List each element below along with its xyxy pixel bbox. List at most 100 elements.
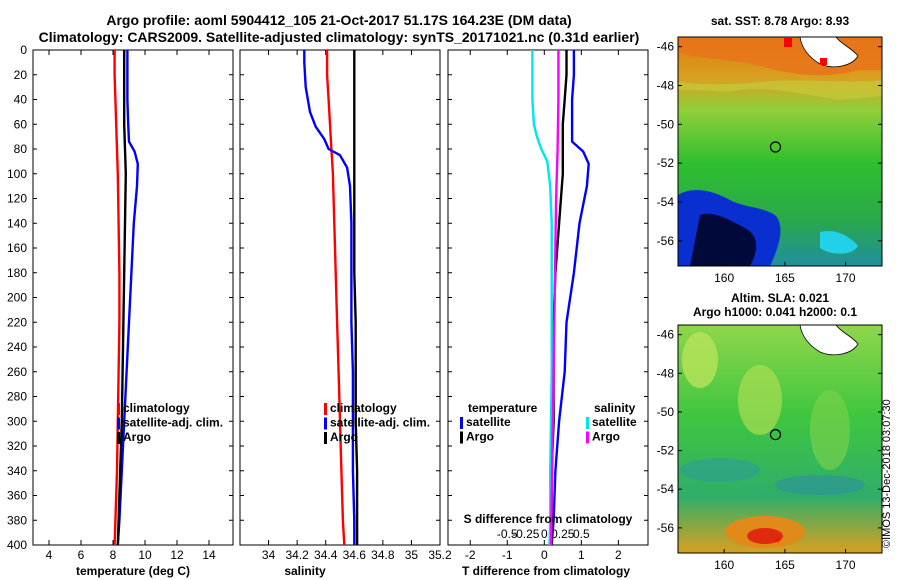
legend-swatch	[324, 403, 327, 415]
x-tick-label: 12	[170, 548, 184, 562]
sla-map-title: Altim. SLA: 0.021	[731, 291, 829, 305]
sla-hot-core	[747, 528, 783, 544]
series-line-satellite-adj-clim-	[303, 50, 356, 545]
sla-map-x-ticks: 160 165 170	[714, 549, 856, 572]
main-title-line-1: Argo profile: aoml 5904412_105 21-Oct-20…	[106, 12, 572, 28]
difference-series	[531, 50, 590, 546]
depth-tick-label: 160	[7, 241, 27, 255]
x-tick-label: 1	[578, 548, 585, 562]
sst-map-x-ticks: 160 165 170	[714, 262, 856, 285]
depth-tick-label: 240	[7, 340, 27, 354]
float-position-marker	[769, 141, 782, 153]
series-line-salinity-satellite	[531, 50, 553, 546]
x-tick-label: 34.6	[343, 548, 367, 562]
salinity-x-label: salinity	[284, 564, 326, 578]
sst-coldest-region	[690, 213, 757, 266]
difference-x-label: T difference from climatology	[462, 564, 630, 578]
sla-low-1	[680, 458, 760, 482]
float-position-marker	[769, 429, 782, 441]
map-x-tick-label: 160	[714, 271, 734, 285]
sla-field	[678, 325, 882, 553]
map-y-tick-label: -50	[657, 117, 675, 131]
map-x-tick-label: 170	[836, 558, 856, 572]
series-line-satellite-adj-clim-	[116, 50, 139, 546]
salinity-panel: 34 34.2 34.4 34.6 34.8 35 35.2 climatologysate…	[239, 49, 452, 578]
depth-tick-label: 200	[7, 291, 27, 305]
map-x-tick-label: 165	[775, 271, 795, 285]
depth-tick-label: 340	[7, 464, 27, 478]
legend-swatch	[460, 431, 463, 444]
timestamp: ©IMOS 13-Dec-2018 03:07:30	[881, 399, 893, 548]
x-tick-label: 34	[262, 548, 276, 562]
legend-swatch	[117, 417, 120, 430]
x-tick-label: 0	[541, 548, 548, 562]
series-line-temperature-satellite	[550, 50, 590, 546]
x-tick-label: -2	[465, 548, 476, 562]
map-y-tick-label: -46	[657, 328, 675, 342]
legend-label: Argo	[592, 430, 620, 444]
sla-map-subtitle: Argo h1000: 0.041 h2000: 0.1	[693, 305, 857, 319]
sla-low-2	[775, 475, 865, 495]
depth-tick-label: 220	[7, 315, 27, 329]
legend-heading-temperature: temperature	[468, 401, 538, 415]
map-x-tick-label: 170	[836, 271, 856, 285]
legend-label: satellite-adj. clim.	[330, 416, 430, 430]
x-tick-label: 10	[138, 548, 152, 562]
depth-tick-label: 280	[7, 390, 27, 404]
map-y-tick-label: -48	[657, 79, 675, 93]
series-line-argo	[353, 50, 359, 545]
sst-red-marker-2	[820, 58, 827, 65]
legend-label: climatology	[123, 401, 190, 415]
legend-swatch	[586, 431, 589, 444]
depth-tick-label: 380	[7, 513, 27, 527]
legend-swatch	[117, 403, 120, 415]
difference-s-ticks: -0.5-0.25 0 0.250.5	[497, 527, 590, 541]
sst-front	[678, 80, 882, 100]
depth-tick-label: 360	[7, 489, 27, 503]
series-line-climatology	[113, 50, 121, 546]
sst-map-frame	[677, 36, 883, 267]
sla-high-3	[810, 390, 850, 470]
depth-tick-label: 400	[7, 538, 27, 552]
series-line-salinity-argo	[549, 50, 560, 546]
sst-map-y-ticks: -46 -48 -50 -52 -54 -56	[657, 40, 882, 248]
salinity-plot-frame	[239, 49, 441, 546]
map-y-tick-label: -52	[657, 156, 675, 170]
sla-map-y-ticks: -46 -48 -50 -52 -54 -56	[657, 328, 882, 535]
temperature-x-ticks: 4 6 8 10 12 14	[33, 49, 233, 562]
sst-map: sat. SST: 8.78 Argo: 8.93 160 165 170 -46-…	[657, 14, 883, 285]
depth-tick-label: 0	[20, 43, 27, 57]
depth-tick-label: 180	[7, 266, 27, 280]
sst-map-title: sat. SST: 8.78 Argo: 8.93	[711, 14, 850, 28]
legend-swatch	[117, 432, 120, 444]
depth-tick-label: 300	[7, 414, 27, 428]
s-difference-label: S difference from climatology	[464, 512, 633, 526]
x-tick-label: 4	[46, 548, 53, 562]
legend-label: Argo	[466, 430, 494, 444]
x-tick-label: 14	[202, 548, 216, 562]
map-y-tick-label: -54	[657, 195, 675, 209]
s-tick-label: -0.25	[512, 527, 540, 541]
map-y-tick-label: -54	[657, 482, 675, 496]
depth-tick-label: 120	[7, 192, 27, 206]
legend-label: satellite-adj. clim.	[123, 416, 223, 430]
x-tick-label: 35	[405, 548, 419, 562]
depth-tick-label: 40	[14, 93, 28, 107]
map-y-tick-label: -48	[657, 366, 675, 380]
s-tick-label: -0.5	[497, 527, 518, 541]
depth-tick-label: 140	[7, 216, 27, 230]
map-y-tick-label: -52	[657, 444, 675, 458]
depth-axis: 0 20 40 60 80 100 120 140 160 180 200 220 240 260 280 3…	[7, 43, 27, 552]
x-tick-label: 2	[615, 548, 622, 562]
map-x-tick-label: 160	[714, 558, 734, 572]
sst-field	[678, 37, 882, 266]
depth-tick-label: 260	[7, 365, 27, 379]
sla-land	[799, 325, 859, 356]
float-plus-marker: +	[774, 533, 781, 547]
x-tick-label: 35.2	[428, 548, 452, 562]
s-tick-label: 0.25	[551, 527, 575, 541]
